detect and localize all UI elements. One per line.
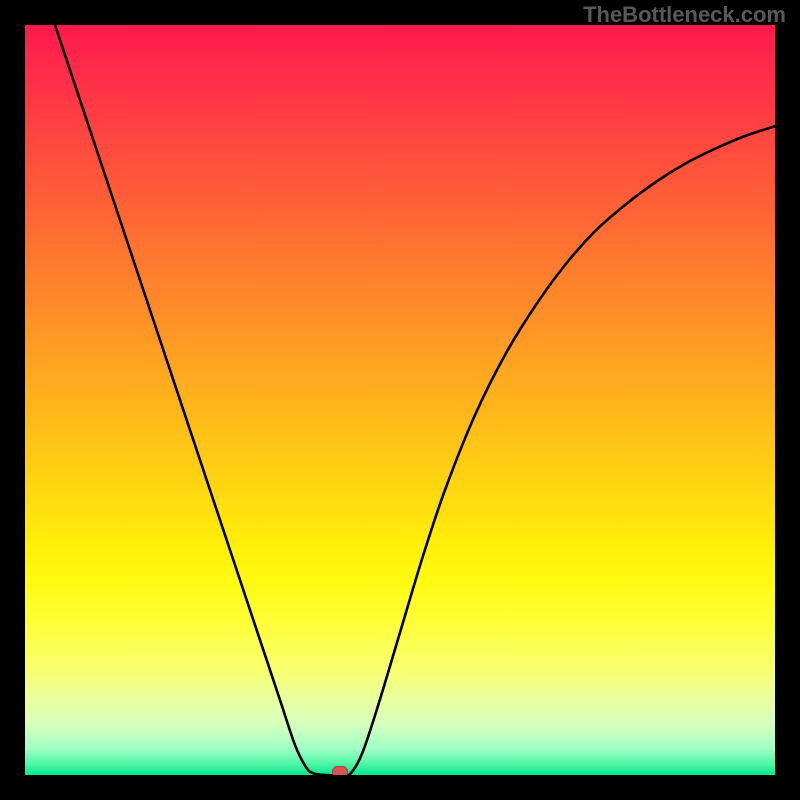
- optimum-marker: [333, 767, 348, 776]
- plot-area: [25, 25, 775, 775]
- bottleneck-curve: [55, 25, 775, 775]
- watermark-text: TheBottleneck.com: [583, 2, 786, 28]
- curve-layer: [25, 25, 775, 775]
- chart-root: TheBottleneck.com: [0, 0, 800, 800]
